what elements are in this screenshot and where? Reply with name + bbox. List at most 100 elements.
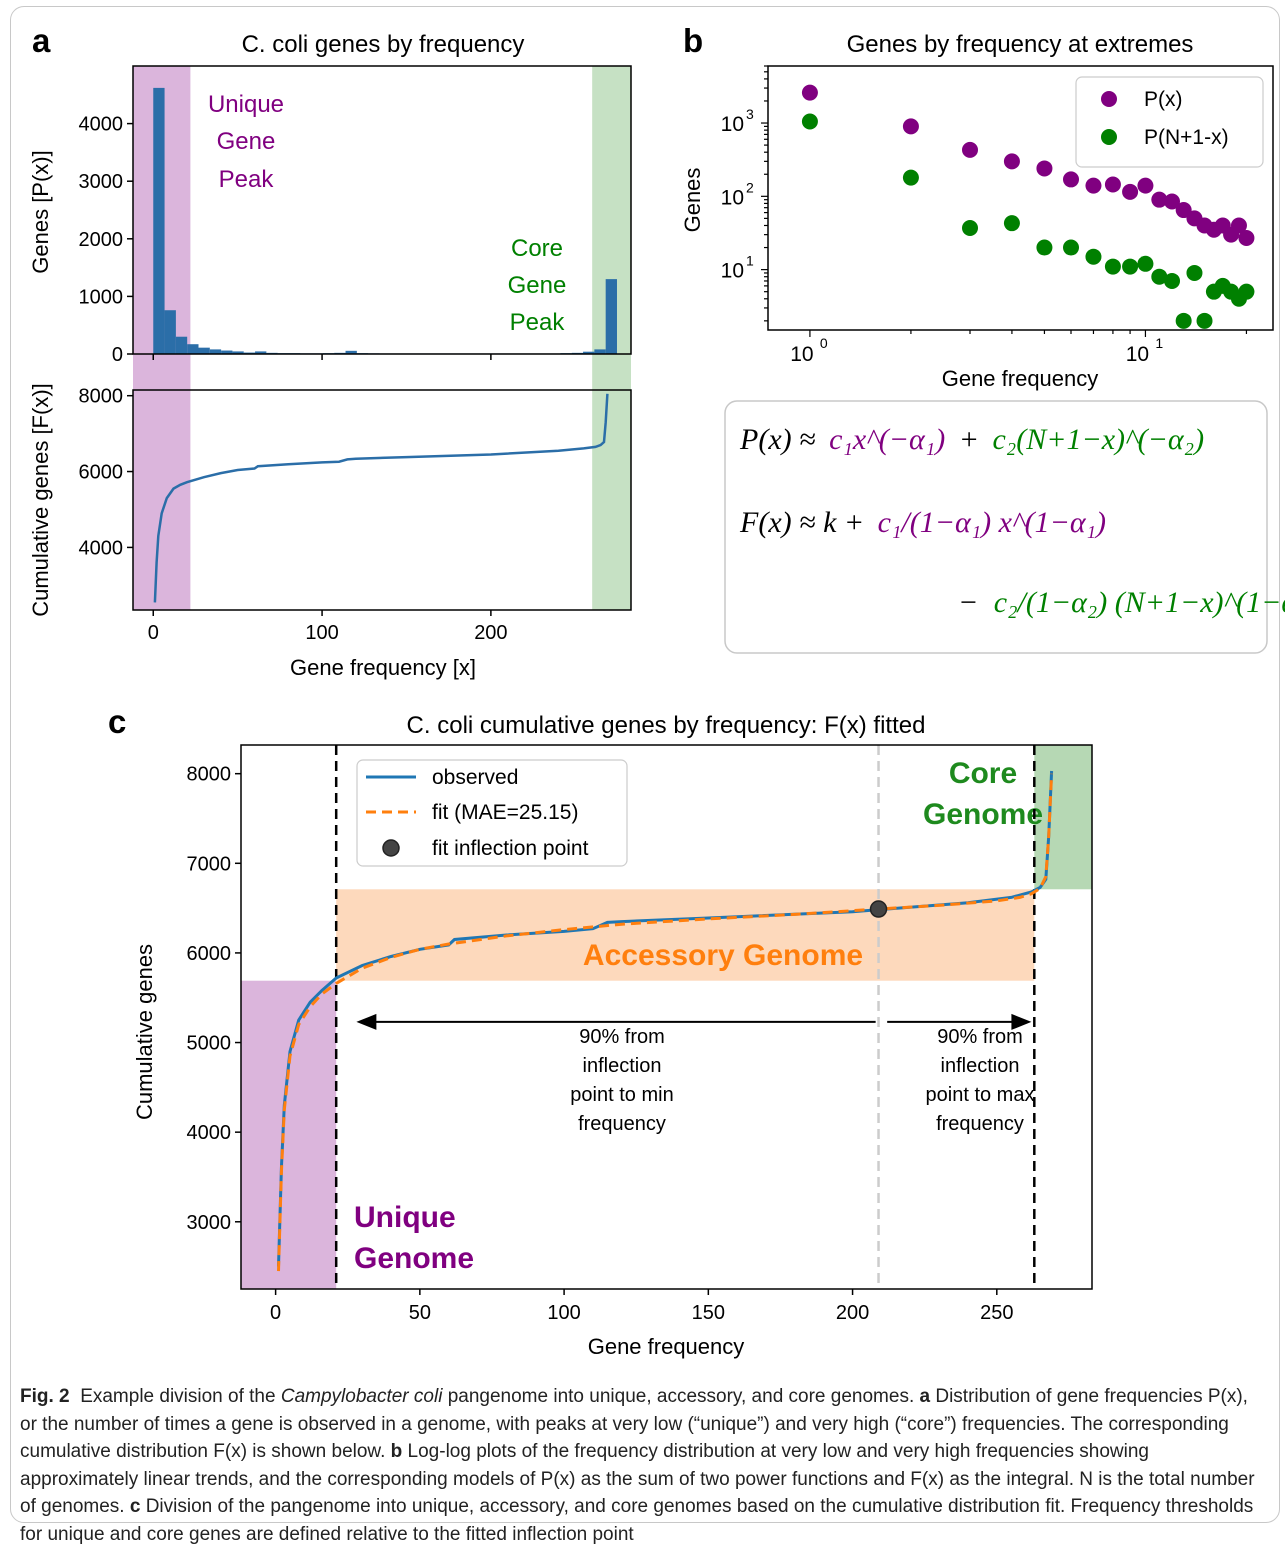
panel-a-xtick-label: 100 <box>305 622 338 644</box>
unique-gap-shade <box>133 355 191 389</box>
panel-a-top-ytick-label: 0 <box>112 344 123 366</box>
panel-b-title: Genes by frequency at extremes <box>847 31 1194 58</box>
panel-a-top-frame <box>132 65 632 355</box>
histogram-bar <box>345 350 357 354</box>
pn-point <box>1085 248 1102 265</box>
panel-a-letter: a <box>32 22 51 59</box>
equation-p-plus: + <box>959 423 979 456</box>
left-note-line-1: 90% from <box>579 1026 665 1048</box>
histogram-bar <box>594 349 606 354</box>
panel-b-ytick-label: 10 <box>721 186 744 209</box>
unique-genome-label-2: Genome <box>354 1242 474 1275</box>
px-point <box>1122 183 1139 200</box>
panel-a-bottom-frame <box>132 389 632 611</box>
panel-c-frame <box>240 744 1093 1290</box>
unique-genome-label-1: Unique <box>354 1201 456 1234</box>
histogram-bar <box>221 350 233 354</box>
caption-c-text: Division of the pangenome into unique, a… <box>20 1496 1254 1545</box>
legend-marker-pn <box>1101 129 1117 145</box>
panel-a-top-ytick-label: 4000 <box>79 114 124 136</box>
figure-frame <box>10 6 1280 1523</box>
equation-f1: F(x) ≈ k + c₁/(1−α₁) x^(1−α₁) <box>739 506 1106 539</box>
legend-label-pn: P(N+1-x) <box>1144 126 1229 149</box>
unique-genome-region <box>241 980 337 1289</box>
accessory-genome-region <box>336 889 1035 981</box>
core-peak-line-2: Gene <box>508 272 567 299</box>
unique-peak-label: Unique Gene Peak <box>208 91 284 193</box>
panel-c-xtick-label: 150 <box>692 1302 725 1324</box>
pn-point <box>1003 215 1020 232</box>
equation-p-lhs: P(x) ≈ <box>739 423 816 456</box>
panel-c-xlabel: Gene frequency <box>588 1334 745 1359</box>
panel-b-ytick-label: 10 <box>721 260 744 283</box>
legend-fit-label: fit (MAE=25.15) <box>432 801 578 824</box>
panel-c-ytick-label: 8000 <box>187 764 232 786</box>
caption-s2: pangenome into unique, accessory, and co… <box>442 1386 920 1407</box>
px-point <box>902 118 919 135</box>
pn-point <box>1151 268 1168 285</box>
px-point <box>1238 229 1255 246</box>
px-point <box>1175 202 1192 219</box>
core-peak-label: Core Gene Peak <box>508 235 567 336</box>
histogram-bar <box>605 279 617 354</box>
panel-b-xtick-label: 10 <box>790 343 813 366</box>
histogram-bar <box>255 351 267 354</box>
pn-point <box>962 219 978 236</box>
panel-a-bottom-ytick-label: 4000 <box>79 537 124 559</box>
panel-b-xtick-exp: 0 <box>820 335 828 351</box>
pn-point <box>1186 264 1203 281</box>
panel-c-xtick-label: 0 <box>270 1302 281 1324</box>
panel-a-top-ytick-label: 1000 <box>79 286 124 308</box>
pn-point <box>801 113 818 130</box>
panel-a-xtick-label: 0 <box>148 622 159 644</box>
panel-c-ytick-label: 7000 <box>187 853 232 875</box>
equation-p-term1: c₁x^(−α₁) <box>829 423 945 456</box>
equation-f-lhs: F(x) ≈ k + <box>739 506 864 539</box>
histogram-bar <box>187 344 199 354</box>
equation-p-term2: c₂(N+1−x)^(−α₂) <box>992 423 1204 456</box>
histogram-bar <box>164 310 176 354</box>
left-arrow-note: 90% from inflection point to min frequen… <box>570 1026 673 1135</box>
accessory-genome-label: Accessory Genome <box>583 939 863 972</box>
caption-s1: Example division of the <box>80 1386 281 1407</box>
caption-b-text: Log-log plots of the frequency distribut… <box>20 1441 1255 1517</box>
panel-c-ytick-label: 3000 <box>187 1212 232 1234</box>
legend-inflection-marker <box>382 839 400 857</box>
panel-b-legend: P(x) P(N+1-x) <box>1075 76 1264 168</box>
panel-b-ylabel: Genes <box>680 168 705 233</box>
panel-c-xtick-label: 50 <box>409 1302 431 1324</box>
left-note-line-3: point to min <box>570 1084 673 1106</box>
px-point <box>1063 171 1079 188</box>
panel-c-ytick-label: 4000 <box>187 1122 232 1144</box>
equation-f-term1: c₁/(1−α₁) x^(1−α₁) <box>878 506 1106 539</box>
left-arrow-head <box>356 1013 377 1030</box>
equation-f2: − c₂/(1−α₂) (N+1−x)^(1−α₂) <box>958 586 1285 619</box>
panel-a-top-ytick-label: 3000 <box>79 171 124 193</box>
pn-point <box>1238 283 1255 300</box>
left-note-line-4: frequency <box>578 1113 666 1135</box>
pn-point <box>1164 272 1180 289</box>
panel-b-ytick-exp: 3 <box>746 106 754 122</box>
px-point <box>1036 160 1053 177</box>
legend-marker-px <box>1101 91 1117 107</box>
panel-a-xlabel: Gene frequency [x] <box>290 655 476 680</box>
legend-inflection-label: fit inflection point <box>432 837 589 860</box>
pn-point <box>1036 239 1053 256</box>
panel-c-xtick-label: 250 <box>980 1302 1013 1324</box>
px-point <box>1003 153 1020 170</box>
equation-f-minus: − <box>958 586 978 619</box>
unique-peak-line-1: Unique <box>208 91 284 118</box>
panel-b-ytick-label: 10 <box>721 113 744 136</box>
right-note-line-3: point to max <box>926 1084 1035 1106</box>
panel-b-xtick-label: 10 <box>1126 343 1149 366</box>
histogram-bar <box>232 351 244 354</box>
figure-caption: Fig. 2 Example division of the Campyloba… <box>20 1383 1265 1548</box>
px-point <box>1137 177 1154 194</box>
px-point <box>1104 176 1121 193</box>
equation-box: P(x) ≈ c₁x^(−α₁) + c₂(N+1−x)^(−α₂) F(x) … <box>724 400 1285 654</box>
px-point <box>1085 177 1102 194</box>
caption-b: b <box>390 1441 403 1462</box>
histogram-bar <box>209 349 222 354</box>
histogram-bar <box>198 347 210 354</box>
pn-point <box>1104 258 1121 275</box>
